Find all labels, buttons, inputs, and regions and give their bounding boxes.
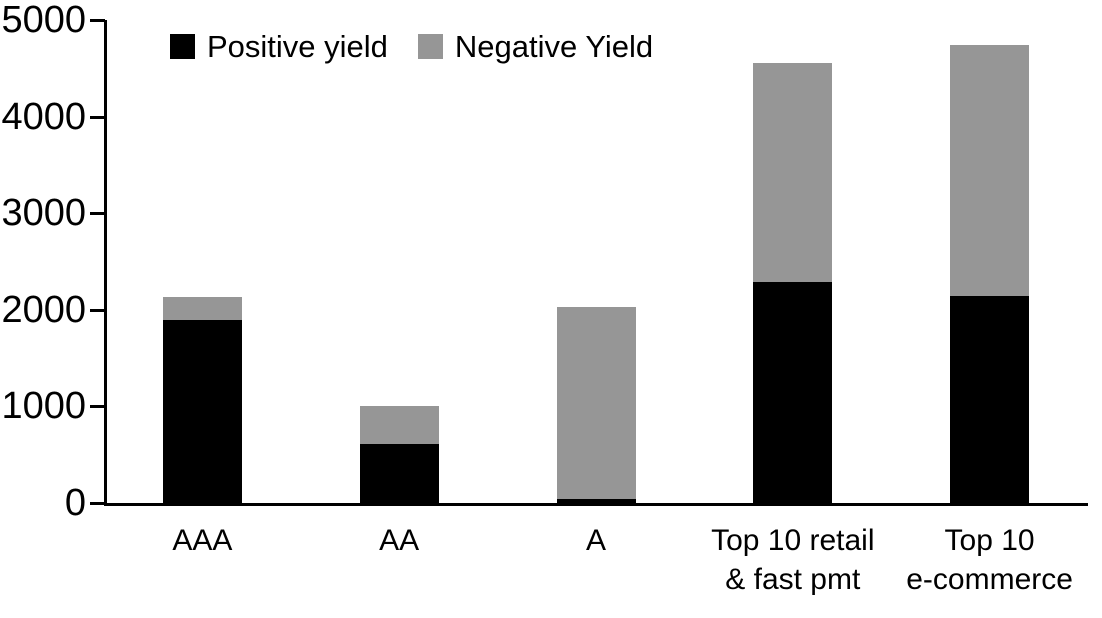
y-tick-label: 1000 bbox=[1, 385, 86, 428]
x-axis-label-top-10-e-commerce: Top 10 e-commerce bbox=[906, 524, 1073, 596]
y-tick-label: 0 bbox=[64, 482, 86, 524]
bar-aaa-negative-yield bbox=[162, 297, 242, 321]
bar-aa-negative-yield bbox=[359, 406, 439, 445]
y-axis-line bbox=[104, 20, 107, 506]
bar-top-10-retail-fast-pmt-negative-yield bbox=[753, 63, 833, 282]
legend-label-negative-yield: Negative Yield bbox=[454, 29, 654, 64]
y-tick bbox=[90, 19, 105, 22]
bar-top-10-e-commerce bbox=[950, 45, 1030, 503]
y-tick-label: 3000 bbox=[1, 192, 86, 235]
legend-item-negative-yield: Negative Yield bbox=[417, 29, 654, 65]
y-tick-label: 5000 bbox=[1, 0, 86, 41]
bar-top-10-retail-fast-pmt bbox=[753, 63, 833, 503]
legend-swatch-negative-yield bbox=[417, 34, 443, 60]
bar-a bbox=[556, 306, 636, 503]
x-axis-label-aa: AA bbox=[379, 524, 420, 557]
bar-aa bbox=[359, 406, 439, 503]
bar-top-10-e-commerce-positive-yield bbox=[950, 296, 1030, 503]
legend-swatch-positive-yield bbox=[170, 34, 195, 60]
bar-aa-positive-yield bbox=[359, 444, 439, 503]
y-tick bbox=[90, 212, 105, 216]
x-axis-label-a: A bbox=[585, 524, 606, 557]
bar-aaa-positive-yield bbox=[162, 320, 242, 503]
bar-top-10-e-commerce-negative-yield bbox=[950, 45, 1030, 297]
x-axis-label-aaa: AAA bbox=[172, 524, 233, 557]
y-tick bbox=[90, 115, 105, 119]
x-axis-label-top-10-retail-fast-pmt: Top 10 retail & fast pmt bbox=[711, 524, 875, 596]
legend-item-positive-yield: Positive yield bbox=[170, 29, 388, 65]
y-tick bbox=[90, 502, 105, 505]
bar-aaa bbox=[162, 297, 242, 503]
y-tick-label: 2000 bbox=[1, 288, 86, 331]
x-axis-line bbox=[104, 503, 1088, 506]
bar-a-negative-yield bbox=[556, 306, 636, 499]
y-tick-label: 4000 bbox=[1, 95, 86, 138]
chart-legend: Positive yield Negative Yield bbox=[170, 29, 653, 65]
y-tick bbox=[90, 308, 105, 312]
y-tick bbox=[90, 405, 105, 409]
legend-label-positive-yield: Positive yield bbox=[207, 29, 388, 64]
bar-top-10-retail-fast-pmt-positive-yield bbox=[753, 281, 833, 503]
bar-a-positive-yield bbox=[556, 498, 636, 503]
